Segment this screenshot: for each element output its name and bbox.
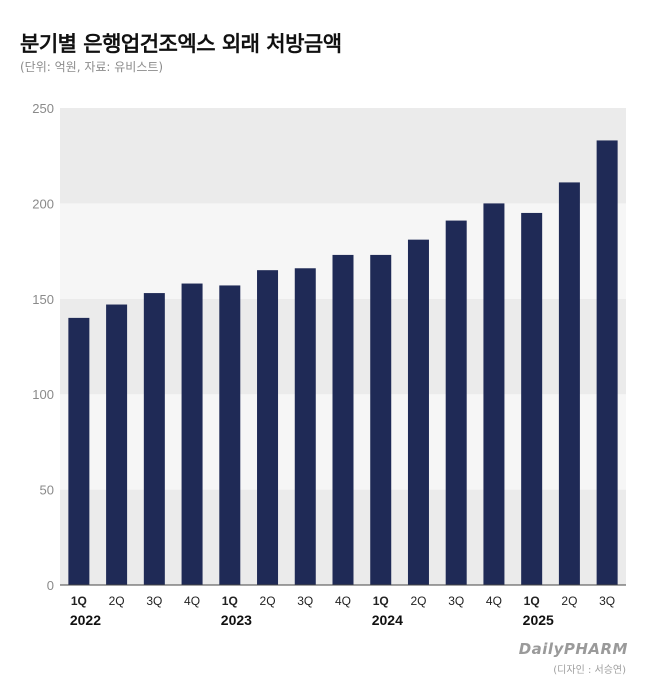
x-tick-label: 2Q [260, 594, 276, 608]
dailypharm-logo: DailyPHARM [518, 640, 628, 658]
bar [370, 254, 392, 585]
x-tick-label: 3Q [146, 594, 162, 608]
y-tick-label: 150 [32, 292, 54, 307]
bar [68, 317, 90, 585]
year-label: 2022 [70, 612, 101, 628]
year-labels: 2022 2023 2024 2025 [70, 612, 554, 628]
x-tick-label: 3Q [297, 594, 313, 608]
bar [257, 270, 279, 585]
y-axis-ticks: 0 50 100 150 200 250 [32, 101, 54, 593]
x-tick-label: 2Q [561, 594, 577, 608]
year-label: 2023 [221, 612, 252, 628]
y-tick-label: 0 [47, 578, 54, 593]
design-credit: (디자인 : 서승연) [553, 665, 626, 676]
bar [596, 140, 618, 585]
x-tick-label: 4Q [486, 594, 502, 608]
bar [143, 293, 165, 585]
x-tick-label: 4Q [335, 594, 351, 608]
grid-band [60, 108, 626, 204]
bar [407, 239, 429, 586]
y-tick-label: 200 [32, 196, 54, 211]
x-tick-label: 2Q [410, 594, 426, 608]
bar [294, 268, 316, 585]
x-tick-label: 3Q [448, 594, 464, 608]
y-tick-label: 250 [32, 101, 54, 116]
y-tick-label: 50 [40, 483, 54, 498]
x-tick-label: 4Q [184, 594, 200, 608]
x-tick-label: 1Q [373, 594, 389, 608]
bar [181, 283, 203, 585]
bar [332, 254, 354, 585]
chart-subtitle: (단위: 억원, 자료: 유비스트) [20, 60, 164, 74]
chart-title: 분기별 은행업건조엑스 외래 처방금액 [20, 32, 342, 56]
bar-series [68, 140, 618, 586]
bar [445, 220, 467, 585]
bar [483, 203, 505, 585]
bar [558, 182, 580, 586]
x-tick-label: 2Q [109, 594, 125, 608]
bar [521, 212, 543, 585]
y-tick-label: 100 [32, 387, 54, 402]
year-label: 2024 [372, 612, 403, 628]
year-label: 2025 [523, 612, 554, 628]
x-axis-labels: 1Q 2Q 3Q 4Q 1Q 2Q 3Q 4Q 1Q 2Q 3Q 4Q 1Q 2Q 3Q [71, 594, 615, 608]
x-tick-label: 1Q [222, 594, 238, 608]
x-tick-label: 1Q [524, 594, 540, 608]
x-tick-label: 3Q [599, 594, 615, 608]
bar [106, 304, 128, 585]
x-tick-label: 1Q [71, 594, 87, 608]
bar [219, 285, 241, 585]
